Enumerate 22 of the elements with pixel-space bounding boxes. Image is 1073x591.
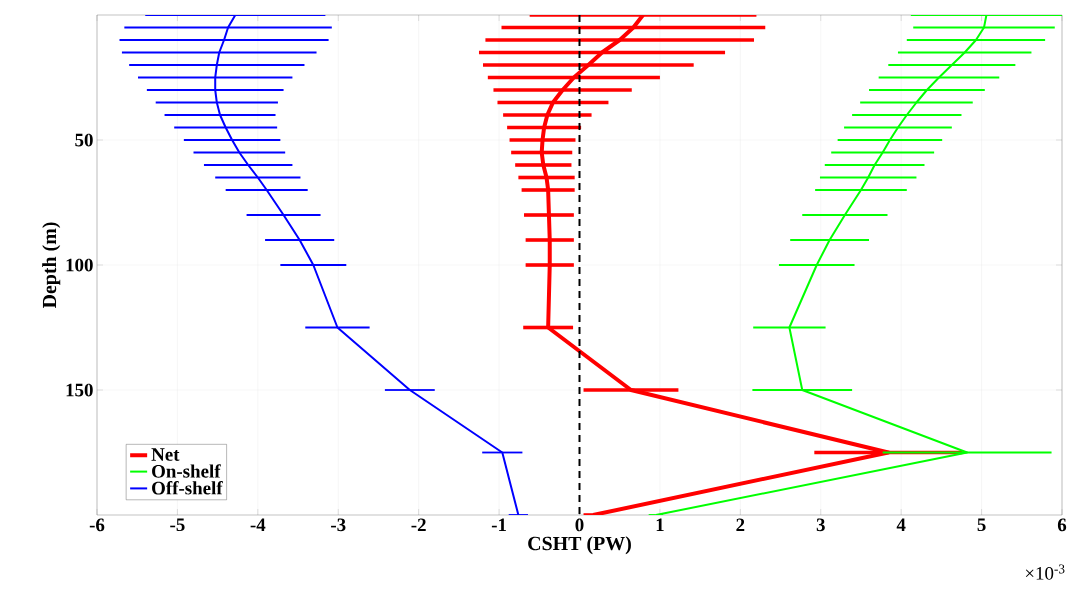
- x-tick-label: 1: [656, 518, 664, 532]
- x-tick-label: 0: [575, 518, 584, 532]
- x-tick-label: 4: [896, 518, 906, 531]
- legend-label: Net: [151, 448, 180, 461]
- x-tick-label: -4: [250, 518, 266, 531]
- x-tick-label: -5: [170, 518, 185, 532]
- y-axis-title: Depth (m): [42, 222, 61, 309]
- x-tick-label: 3: [816, 518, 825, 532]
- x-tick-label: 5: [977, 518, 986, 532]
- legend-label: Off-shelf: [152, 481, 223, 495]
- x-tick-label: 6: [1057, 518, 1067, 532]
- y-tick-label: 100: [66, 258, 93, 272]
- y-tick-label: 50: [75, 133, 93, 147]
- x-axis-title: CSHT (PW): [528, 536, 631, 555]
- x-tick-label: -3: [331, 518, 346, 532]
- y-tick-label: 150: [66, 383, 93, 397]
- x-tick-label: -1: [491, 518, 506, 532]
- legend-label: On-shelf: [152, 464, 221, 478]
- x-tick-label: -6: [89, 518, 105, 532]
- text: ×10$^{-3}$: [1025, 564, 1065, 580]
- x-tick-label: -2: [411, 518, 426, 532]
- x-tick-label: 2: [736, 518, 745, 532]
